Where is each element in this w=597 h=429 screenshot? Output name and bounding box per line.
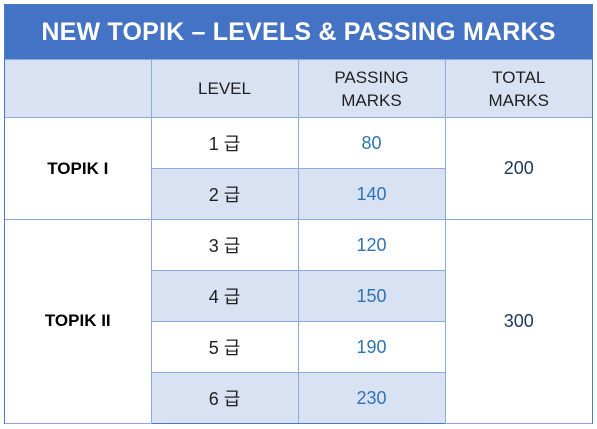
level-cell: 3 급: [150, 219, 299, 271]
header-row: LEVEL PASSING MARKS TOTAL MARKS: [5, 59, 592, 118]
table-row: 5 급 190: [5, 321, 592, 373]
passing-marks-cell: 150: [297, 270, 445, 322]
table-row: TOPIK II 3 급 120 300: [5, 219, 592, 424]
header-level: LEVEL: [150, 59, 299, 118]
header-passing-line2: MARKS: [341, 90, 402, 110]
table-row: 2 급 140: [5, 168, 592, 220]
table-row: 4 급 150: [5, 270, 592, 322]
level-cell: 6 급: [151, 372, 299, 423]
level-cell: 4 급: [151, 270, 299, 322]
passing-marks-cell: 120: [297, 219, 446, 271]
topik-table-frame: NEW TOPIK – LEVELS & PASSING MARKS LEVEL…: [4, 4, 593, 424]
header-passing-marks: PASSING MARKS: [297, 59, 446, 118]
header-total-line1: TOTAL: [492, 67, 546, 87]
table-row: 6 급 230: [5, 372, 592, 423]
group-topik-2: TOPIK II: [5, 219, 152, 424]
header-group: [5, 59, 152, 118]
table-title: NEW TOPIK – LEVELS & PASSING MARKS: [5, 5, 592, 59]
passing-marks-cell: 190: [297, 321, 445, 373]
header-passing-line1: PASSING: [334, 67, 409, 87]
table-row: TOPIK I 1 급 80 200: [5, 117, 592, 220]
header-total-line2: MARKS: [488, 90, 549, 110]
group-topik-1: TOPIK I: [5, 117, 152, 220]
topik-levels-table: LEVEL PASSING MARKS TOTAL MARKS TOPIK I 1 …: [5, 59, 592, 424]
level-cell: 5 급: [151, 321, 299, 373]
header-total-marks: TOTAL MARKS: [444, 59, 592, 118]
level-cell: 2 급: [151, 168, 299, 220]
total-marks-topik-2: 300: [444, 219, 592, 424]
passing-marks-cell: 80: [297, 117, 446, 169]
passing-marks-cell: 140: [297, 168, 445, 220]
total-marks-topik-1: 200: [444, 117, 592, 220]
level-cell: 1 급: [150, 117, 299, 169]
passing-marks-cell: 230: [297, 372, 445, 423]
